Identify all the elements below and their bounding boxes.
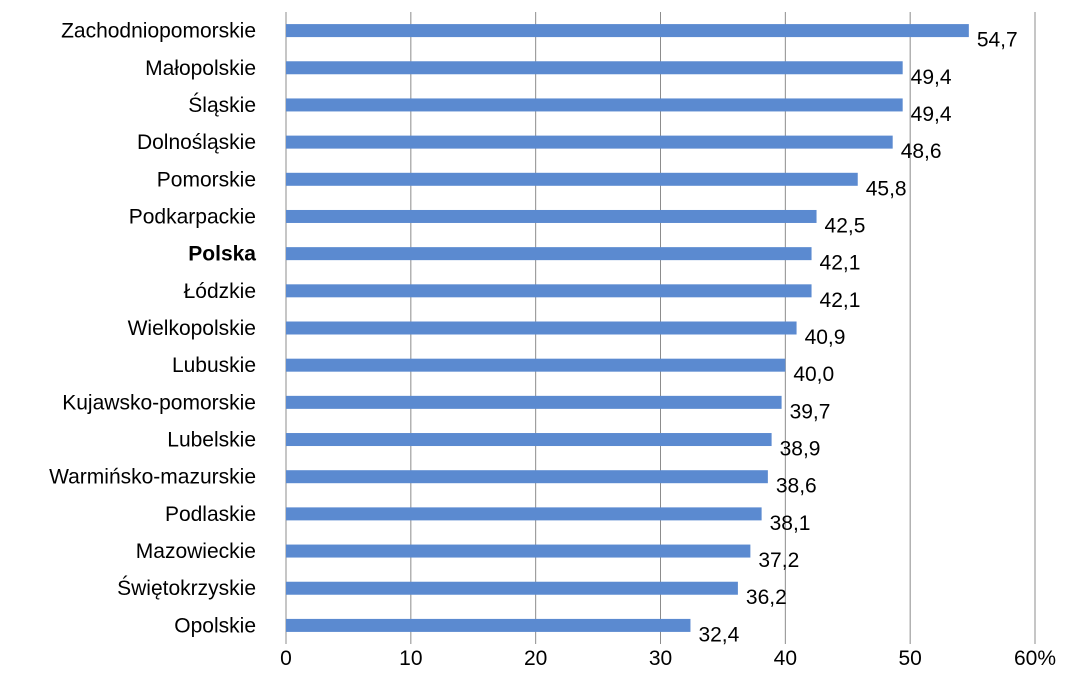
bar [286, 135, 893, 149]
data-label: 38,1 [770, 512, 811, 535]
data-label: 40,9 [805, 326, 846, 349]
bar [286, 544, 751, 558]
x-tick-label: 0 [280, 647, 292, 670]
x-tick-label: 40 [774, 647, 797, 670]
data-label: 32,4 [698, 623, 739, 646]
bar [286, 172, 858, 186]
category-label: Lubuskie [172, 354, 256, 377]
bar [286, 24, 969, 38]
category-label: Kujawsko-pomorskie [62, 391, 256, 414]
data-label: 54,7 [977, 29, 1018, 52]
bar [286, 395, 782, 409]
category-label: Małopolskie [145, 57, 256, 80]
category-label: Podkarpackie [129, 205, 256, 228]
x-tick-label: 20 [524, 647, 547, 670]
x-tick-label: 30 [649, 647, 672, 670]
bar [286, 581, 738, 595]
category-label: Zachodniopomorskie [61, 20, 256, 43]
data-label: 49,4 [911, 103, 952, 126]
x-axis-tick-labels: 0 10 20 30 40 50 60% [280, 647, 1056, 670]
category-label: Łódzkie [184, 280, 256, 303]
data-label: 48,6 [901, 140, 942, 163]
data-label: 36,2 [746, 586, 787, 609]
category-label: Lubelskie [167, 429, 256, 452]
data-label: 38,6 [776, 475, 817, 498]
data-label: 42,1 [820, 289, 861, 312]
category-label: Dolnośląskie [137, 131, 256, 154]
bar [286, 61, 903, 75]
bar [286, 507, 762, 521]
data-labels: 54,7 49,4 49,4 48,6 45,842,5 42,1 42,1 40,9 40,0… [698, 29, 1017, 647]
data-label: 49,4 [911, 66, 952, 89]
category-label: Podlaskie [165, 503, 256, 526]
category-labels: Zachodniopomorskie Małopolskie Śląskie Doln… [49, 20, 256, 638]
data-label: 42,5 [825, 214, 866, 237]
data-label: 38,9 [780, 438, 821, 461]
bar [286, 470, 768, 484]
bar [286, 618, 691, 632]
data-label: 40,0 [793, 363, 834, 386]
bar [286, 433, 772, 447]
bar [286, 284, 812, 298]
category-label: Warmińsko-mazurskie [49, 466, 256, 489]
category-label: Świętokrzyskie [117, 576, 256, 600]
data-label: 42,1 [820, 252, 861, 275]
bar [286, 247, 812, 261]
bar [286, 98, 903, 112]
bar [286, 321, 797, 335]
x-tick-label: 50 [898, 647, 921, 670]
data-label: 39,7 [790, 400, 831, 423]
x-tick-label: 60% [1014, 647, 1056, 670]
bar [286, 209, 817, 223]
category-label: Śląskie [188, 93, 256, 117]
category-label: Polska [188, 243, 256, 266]
data-label: 45,8 [866, 177, 907, 200]
x-tick-label: 10 [399, 647, 422, 670]
category-label: Opolskie [174, 614, 256, 637]
bars [286, 24, 969, 632]
category-label: Wielkopolskie [128, 317, 256, 340]
category-label: Mazowieckie [136, 540, 256, 563]
data-label: 37,2 [758, 549, 799, 572]
category-label: Pomorskie [157, 168, 256, 191]
bar [286, 358, 786, 372]
